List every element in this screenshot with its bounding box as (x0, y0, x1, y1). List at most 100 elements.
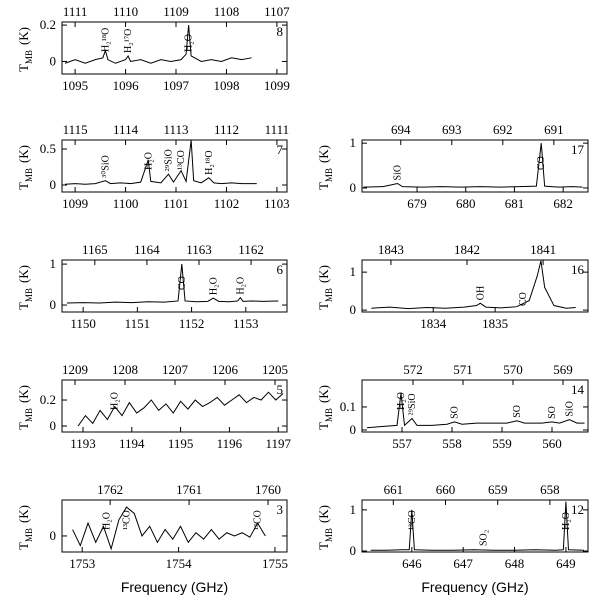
x2-tick-label: 1163 (186, 242, 212, 257)
y-tick-label: 0.2 (40, 17, 56, 32)
spectrum (72, 506, 266, 551)
x-tick-label: 646 (402, 556, 422, 571)
y-label-subscript: MB (24, 288, 34, 302)
y-label-subscript: MB (24, 408, 34, 422)
x2-tick-label: 1107 (264, 4, 290, 19)
y-label-subscript: MB (24, 50, 34, 64)
y-tick-label: 0 (350, 422, 357, 437)
spectrum (366, 393, 585, 429)
y-axis-label: TMB (K) (16, 265, 34, 310)
x2-tick-label: 1165 (82, 242, 108, 257)
x2-tick-label: 569 (553, 362, 573, 377)
x-tick-label: 1100 (113, 196, 139, 211)
y-axis-label: TMB (K) (316, 385, 334, 430)
line-annotation: ¹³CO (253, 510, 264, 530)
spectrum (64, 140, 257, 185)
x-tick-label: 1153 (233, 316, 259, 331)
x2-tick-label: 661 (384, 482, 404, 497)
line-annotation: H₂¹⁸O (100, 28, 111, 52)
y-label-symbol: T (16, 64, 31, 72)
x2-tick-label: 1113 (163, 122, 188, 137)
y-label-unit: (K) (16, 145, 31, 163)
y-label-unit: (K) (16, 265, 31, 283)
line-annotation: SO (512, 405, 523, 418)
panel-number: 7 (277, 142, 284, 157)
panel: 1834 1835 1843 1842 1841 0 1 TMB (K) 16 OH CO (316, 242, 589, 331)
y-label-unit: (K) (16, 27, 31, 45)
y-tick-label: 0 (50, 177, 57, 192)
y-label-unit: (K) (316, 145, 331, 163)
spectrum (370, 501, 584, 551)
y-tick-label: 1 (350, 264, 357, 279)
x-tick-label: 1101 (163, 196, 189, 211)
x-tick-label: 1099 (264, 78, 290, 93)
y-tick-label: 0 (350, 302, 357, 317)
line-annotation: ³⁰SiO (100, 155, 111, 178)
x2-tick-label: 572 (403, 362, 423, 377)
line-annotation: ²⁹SiO (407, 393, 418, 415)
panel-number: 14 (571, 382, 585, 397)
x2-tick-label: 1761 (176, 482, 202, 497)
y-axis-label: TMB (K) (16, 385, 34, 430)
y-label-symbol: T (16, 542, 31, 550)
x2-tick-label: 1114 (113, 122, 139, 137)
x-tick-label: 560 (542, 436, 562, 451)
panel: 1150 1151 1152 1153 1165 1164 1163 1162 0 1 TMB (K)… (16, 242, 288, 331)
x2-tick-label: 1110 (113, 4, 138, 19)
panel: 1753 1754 1755 1762 1761 1760 0 TMB (K) 3 Frequenc… (16, 482, 288, 595)
x-tick-label: 1754 (166, 556, 193, 571)
x2-tick-label: 694 (391, 122, 411, 137)
x-tick-label: 1835 (482, 316, 508, 331)
y-axis-label: TMB (K) (16, 27, 34, 72)
y-label-symbol: T (316, 542, 331, 550)
y-label-unit: (K) (316, 505, 331, 523)
panel: 557 558 559 560 572 571 570 569 0 0.1 TMB (K) 14 H₂O ²… (316, 362, 589, 451)
panel: 679 680 681 682 694 693 692 691 0 1 TMB (K) 17 SiO CO (316, 122, 589, 211)
x2-tick-label: 1164 (134, 242, 160, 257)
line-annotation: OH (475, 286, 486, 300)
x-tick-label: 1195 (168, 436, 194, 451)
panel-number: 8 (277, 24, 284, 39)
y-label-subscript: MB (324, 168, 334, 182)
y-label-subscript: MB (24, 528, 34, 542)
line-annotation: CO (518, 292, 529, 306)
y-tick-label: 1 (50, 256, 57, 271)
y-axis-label: TMB (K) (316, 265, 334, 310)
x-tick-label: 1150 (70, 316, 96, 331)
y-label-unit: (K) (16, 385, 31, 403)
x-tick-label: 557 (392, 436, 412, 451)
y-label-subscript: MB (24, 168, 34, 182)
x-tick-label: 1196 (217, 436, 243, 451)
x2-tick-label: 693 (442, 122, 462, 137)
line-annotation: SO₂ (479, 530, 490, 546)
y-label-symbol: T (16, 182, 31, 190)
x-tick-label: 682 (553, 196, 573, 211)
y-tick-label: 0.5 (40, 141, 56, 156)
panel: 1193 1194 1195 1196 1197 1209 1208 1207 1206 1205… (16, 362, 291, 451)
frame (61, 139, 288, 193)
y-label-symbol: T (316, 302, 331, 310)
panel-number: 16 (571, 262, 585, 277)
line-annotation: ¹³CO (176, 150, 187, 170)
x2-tick-label: 1762 (97, 482, 123, 497)
x2-tick-label: 1108 (214, 4, 240, 19)
y-axis-label: TMB (K) (316, 145, 334, 190)
x2-tick-label: 1206 (212, 362, 239, 377)
y-label-subscript: MB (324, 408, 334, 422)
x-tick-label: 1194 (119, 436, 145, 451)
y-tick-label: 0.2 (40, 392, 56, 407)
x-tick-label: 1098 (213, 78, 239, 93)
x-tick-label: 1755 (262, 556, 288, 571)
x2-tick-label: 659 (488, 482, 508, 497)
x-tick-label: 1096 (113, 78, 140, 93)
line-annotation: CO (177, 276, 188, 290)
line-annotation: H₂O (110, 392, 121, 410)
frame (361, 259, 589, 313)
x2-tick-label: 1111 (265, 122, 290, 137)
line-annotation: ¹³CO (122, 510, 133, 530)
line-annotation: H₂O (184, 34, 195, 52)
x-tick-label: 680 (456, 196, 476, 211)
x-tick-label: 1151 (125, 316, 151, 331)
x-tick-label: 679 (407, 196, 427, 211)
x2-tick-label: 1162 (238, 242, 264, 257)
